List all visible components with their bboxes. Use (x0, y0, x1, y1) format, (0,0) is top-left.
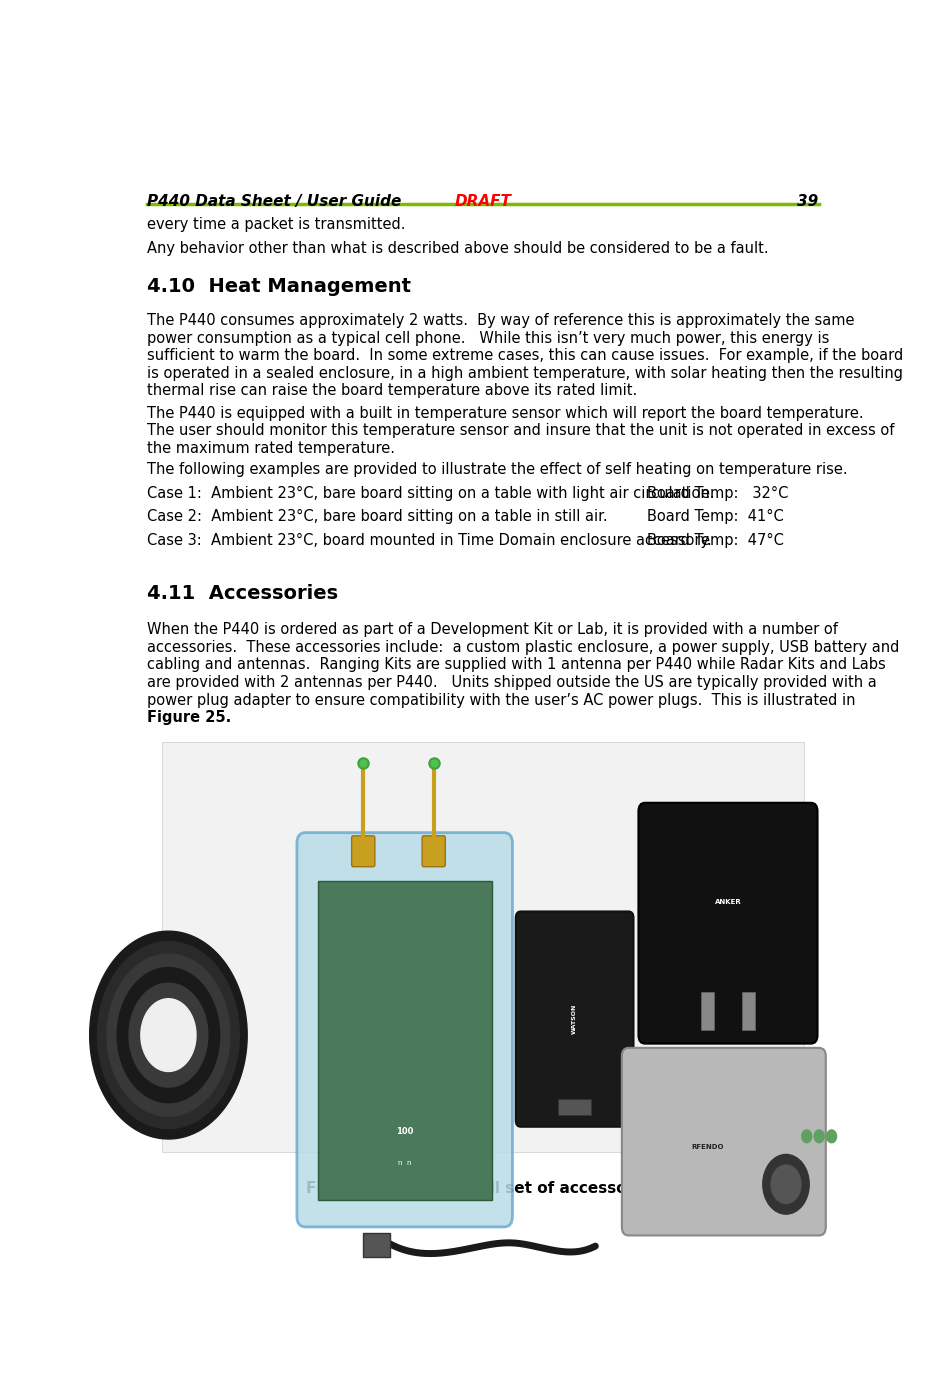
Circle shape (771, 1165, 801, 1204)
Text: the maximum rated temperature.: the maximum rated temperature. (147, 441, 395, 455)
FancyBboxPatch shape (639, 803, 818, 1044)
Text: Figure 25.: Figure 25. (147, 710, 231, 725)
Text: WATSON: WATSON (572, 1003, 577, 1034)
FancyBboxPatch shape (317, 880, 492, 1200)
FancyBboxPatch shape (701, 992, 714, 1030)
Text: ANKER: ANKER (715, 898, 741, 905)
Text: Board Temp:  47°C: Board Temp: 47°C (647, 533, 784, 548)
Polygon shape (117, 967, 219, 1103)
FancyBboxPatch shape (622, 1048, 826, 1236)
Text: Any behavior other than what is described above should be considered to be a fau: Any behavior other than what is describe… (147, 241, 769, 256)
Text: 100: 100 (396, 1127, 414, 1135)
Text: 4.10  Heat Management: 4.10 Heat Management (147, 277, 411, 296)
Text: 4.11  Accessories: 4.11 Accessories (147, 584, 338, 603)
Text: power plug adapter to ensure compatibility with the user’s AC power plugs.  This: power plug adapter to ensure compatibili… (147, 692, 855, 707)
Polygon shape (141, 999, 196, 1071)
Text: The P440 is equipped with a built in temperature sensor which will report the bo: The P440 is equipped with a built in tem… (147, 406, 864, 421)
Text: n  n: n n (398, 1160, 412, 1165)
Text: Board Temp:  41°C: Board Temp: 41°C (647, 509, 784, 525)
Polygon shape (98, 941, 239, 1128)
FancyBboxPatch shape (516, 912, 633, 1127)
Text: sufficient to warm the board.  In some extreme cases, this can cause issues.  Fo: sufficient to warm the board. In some ex… (147, 349, 903, 364)
Text: RFENDO: RFENDO (691, 1145, 723, 1150)
Text: Fig. 25:  P440 with full set of accessories: Fig. 25: P440 with full set of accessori… (306, 1181, 659, 1196)
FancyBboxPatch shape (351, 836, 375, 866)
Text: Case 2:  Ambient 23°C, bare board sitting on a table in still air.: Case 2: Ambient 23°C, bare board sitting… (147, 509, 608, 525)
Text: are provided with 2 antennas per P440.   Units shipped outside the US are typica: are provided with 2 antennas per P440. U… (147, 675, 877, 691)
Text: every time a packet is transmitted.: every time a packet is transmitted. (147, 217, 405, 233)
Text: P440 Data Sheet / User Guide: P440 Data Sheet / User Guide (147, 194, 401, 209)
FancyBboxPatch shape (297, 833, 512, 1228)
Text: Case 1:  Ambient 23°C, bare board sitting on a table with light air circulation.: Case 1: Ambient 23°C, bare board sitting… (147, 486, 714, 501)
Circle shape (802, 1129, 812, 1143)
Text: Board Temp:   32°C: Board Temp: 32°C (647, 486, 788, 501)
Circle shape (814, 1129, 824, 1143)
FancyBboxPatch shape (558, 1099, 592, 1116)
Circle shape (763, 1154, 809, 1214)
Text: accessories.  These accessories include:  a custom plastic enclosure, a power su: accessories. These accessories include: … (147, 639, 900, 655)
Text: cabling and antennas.  Ranging Kits are supplied with 1 antenna per P440 while R: cabling and antennas. Ranging Kits are s… (147, 657, 885, 673)
Text: is operated in a sealed enclosure, in a high ambient temperature, with solar hea: is operated in a sealed enclosure, in a … (147, 365, 903, 381)
Polygon shape (129, 983, 208, 1086)
Text: power consumption as a typical cell phone.   While this isn’t very much power, t: power consumption as a typical cell phon… (147, 331, 829, 346)
FancyBboxPatch shape (422, 836, 446, 866)
FancyBboxPatch shape (742, 992, 755, 1030)
Text: The P440 consumes approximately 2 watts.  By way of reference this is approximat: The P440 consumes approximately 2 watts.… (147, 313, 854, 328)
Polygon shape (89, 931, 247, 1139)
Text: The user should monitor this temperature sensor and insure that the unit is not : The user should monitor this temperature… (147, 424, 894, 439)
FancyBboxPatch shape (162, 742, 804, 1151)
Circle shape (827, 1129, 836, 1143)
Text: The following examples are provided to illustrate the effect of self heating on : The following examples are provided to i… (147, 462, 848, 477)
FancyBboxPatch shape (364, 1233, 390, 1257)
Text: DRAFT: DRAFT (454, 194, 512, 209)
Text: thermal rise can raise the board temperature above its rated limit.: thermal rise can raise the board tempera… (147, 383, 637, 399)
Text: Case 3:  Ambient 23°C, board mounted in Time Domain enclosure accessory.: Case 3: Ambient 23°C, board mounted in T… (147, 533, 712, 548)
Text: 39: 39 (797, 194, 819, 209)
Polygon shape (107, 954, 230, 1116)
Text: When the P440 is ordered as part of a Development Kit or Lab, it is provided wit: When the P440 is ordered as part of a De… (147, 623, 837, 637)
